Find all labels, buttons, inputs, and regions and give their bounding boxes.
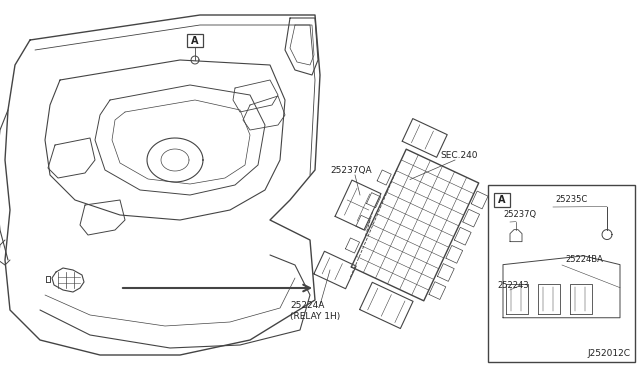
Bar [488, 185, 635, 362]
Text: 25224A: 25224A [290, 301, 324, 310]
Text: A: A [499, 195, 506, 205]
Text: 25224BA: 25224BA [565, 256, 603, 264]
Text: 252243: 252243 [497, 280, 529, 289]
Text: SEC.240: SEC.240 [440, 151, 477, 160]
Text: A: A [191, 36, 199, 46]
Text: 25235C: 25235C [555, 196, 588, 205]
Bar [494, 193, 510, 207]
Text: (RELAY 1H): (RELAY 1H) [290, 311, 340, 321]
Text: 25237Q: 25237Q [503, 211, 536, 219]
Text: J252012C: J252012C [587, 350, 630, 359]
Bar [187, 34, 203, 47]
Text: 25237QA: 25237QA [330, 166, 372, 174]
